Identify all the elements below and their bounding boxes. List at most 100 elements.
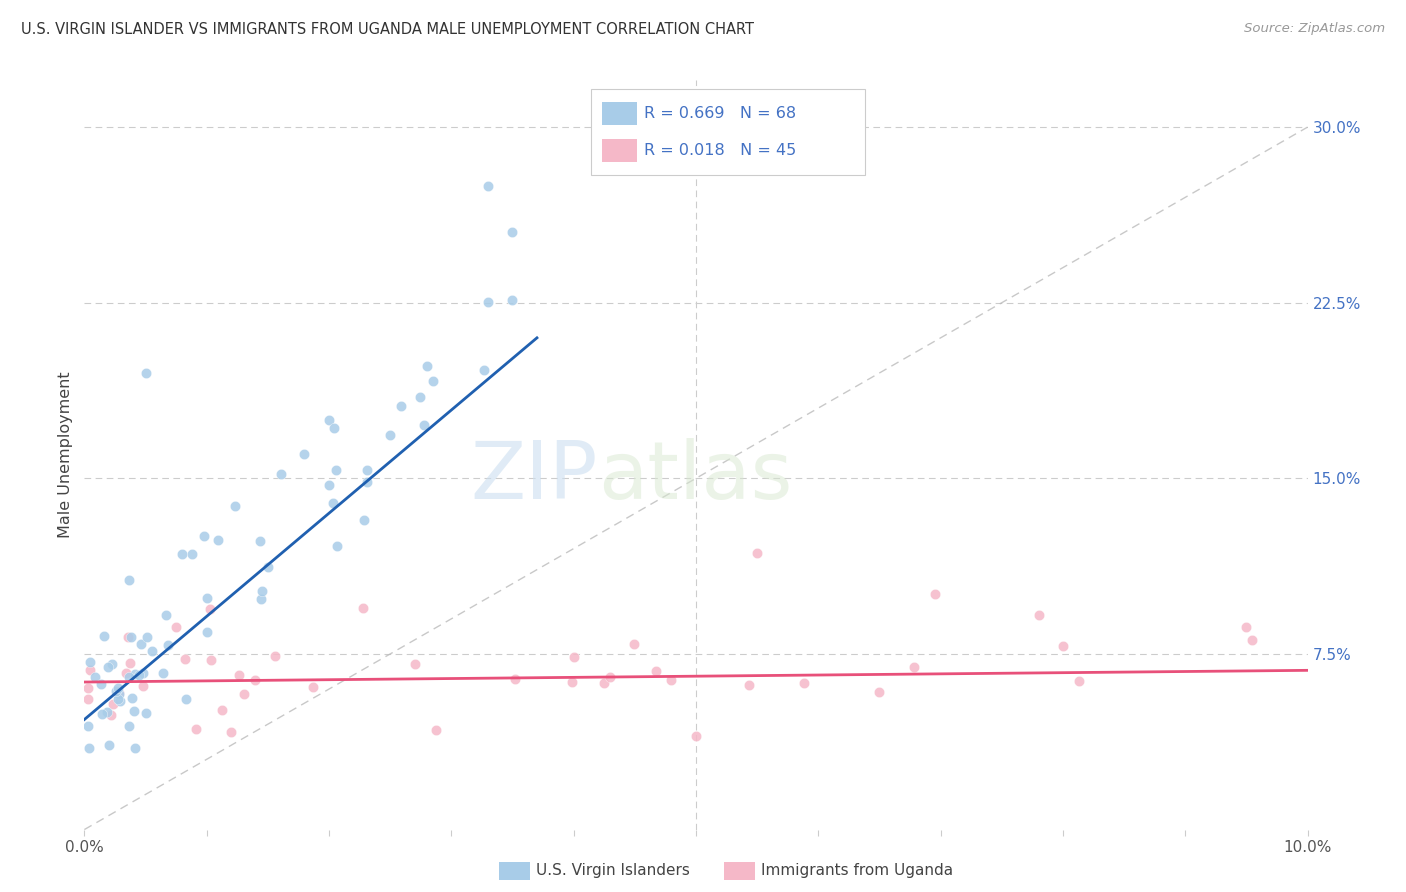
Point — [83, 669, 105, 683]
Point — [107, 681, 129, 696]
Point — [108, 694, 131, 708]
Point — [1236, 620, 1258, 634]
Point — [117, 670, 139, 684]
Point — [79, 740, 101, 755]
Point — [79, 655, 101, 669]
Point — [477, 294, 499, 309]
Point — [599, 670, 621, 684]
Point — [121, 691, 143, 706]
Point — [1052, 640, 1074, 654]
Point — [107, 687, 129, 701]
Point — [117, 630, 139, 644]
Point — [325, 462, 347, 476]
Point — [96, 705, 118, 719]
Point — [141, 643, 163, 657]
Point — [412, 417, 434, 432]
Point — [128, 668, 150, 682]
Point — [180, 547, 202, 561]
Point — [250, 583, 273, 598]
Point — [562, 650, 585, 665]
Point — [156, 638, 179, 652]
Point — [115, 666, 138, 681]
Point — [243, 673, 266, 687]
Point — [318, 477, 340, 491]
Point — [477, 178, 499, 193]
Point — [132, 679, 155, 693]
Point — [195, 625, 218, 640]
Point — [195, 591, 218, 605]
Point — [353, 513, 375, 527]
Text: U.S. Virgin Islanders: U.S. Virgin Islanders — [536, 863, 689, 878]
Point — [117, 719, 139, 733]
Point — [124, 740, 146, 755]
Point — [502, 226, 524, 240]
Point — [118, 656, 141, 670]
Text: R = 0.018   N = 45: R = 0.018 N = 45 — [644, 144, 796, 158]
Point — [200, 652, 222, 666]
Point — [198, 602, 221, 616]
Point — [120, 630, 142, 644]
Point — [408, 390, 430, 404]
Point — [561, 674, 583, 689]
Point — [503, 672, 526, 686]
Point — [747, 546, 769, 560]
Point — [135, 706, 157, 720]
Point — [207, 533, 229, 547]
Point — [302, 680, 325, 694]
Point — [174, 691, 197, 706]
Point — [77, 692, 100, 706]
Point — [224, 500, 246, 514]
Point — [356, 475, 378, 489]
Point — [184, 722, 207, 736]
Point — [135, 630, 157, 644]
Point — [415, 359, 437, 373]
Point — [685, 729, 707, 743]
Text: ZIP: ZIP — [471, 438, 598, 516]
Point — [322, 496, 344, 510]
Point — [228, 668, 250, 682]
Point — [90, 677, 112, 691]
Text: atlas: atlas — [598, 438, 793, 516]
Point — [1067, 673, 1090, 688]
Point — [356, 462, 378, 476]
Point — [122, 704, 145, 718]
Point — [93, 629, 115, 643]
Point — [404, 657, 426, 671]
Text: R = 0.669   N = 68: R = 0.669 N = 68 — [644, 106, 796, 120]
Point — [98, 738, 121, 752]
Y-axis label: Male Unemployment: Male Unemployment — [58, 372, 73, 538]
Point — [129, 637, 152, 651]
Point — [326, 539, 349, 553]
Point — [738, 678, 761, 692]
Point — [270, 467, 292, 481]
Point — [219, 724, 242, 739]
Point — [155, 607, 177, 622]
Point — [1028, 608, 1050, 623]
Point — [132, 665, 155, 680]
Point — [294, 447, 316, 461]
Point — [79, 663, 101, 677]
Point — [425, 723, 447, 737]
Point — [869, 685, 891, 699]
Point — [135, 366, 157, 380]
Point — [77, 681, 100, 696]
Point — [1240, 632, 1263, 647]
Point — [659, 673, 682, 687]
Point — [257, 559, 280, 574]
Point — [100, 708, 122, 723]
Point — [118, 574, 141, 588]
Point — [193, 529, 215, 543]
Text: Source: ZipAtlas.com: Source: ZipAtlas.com — [1244, 22, 1385, 36]
Point — [107, 692, 129, 706]
Text: Immigrants from Uganda: Immigrants from Uganda — [761, 863, 953, 878]
Text: U.S. VIRGIN ISLANDER VS IMMIGRANTS FROM UGANDA MALE UNEMPLOYMENT CORRELATION CHA: U.S. VIRGIN ISLANDER VS IMMIGRANTS FROM … — [21, 22, 754, 37]
Point — [924, 586, 946, 600]
Point — [232, 687, 254, 701]
Point — [211, 703, 233, 717]
Point — [389, 399, 412, 413]
Point — [101, 657, 124, 671]
Point — [108, 686, 131, 700]
Point — [97, 660, 120, 674]
Point — [77, 719, 100, 733]
Point — [793, 676, 815, 690]
